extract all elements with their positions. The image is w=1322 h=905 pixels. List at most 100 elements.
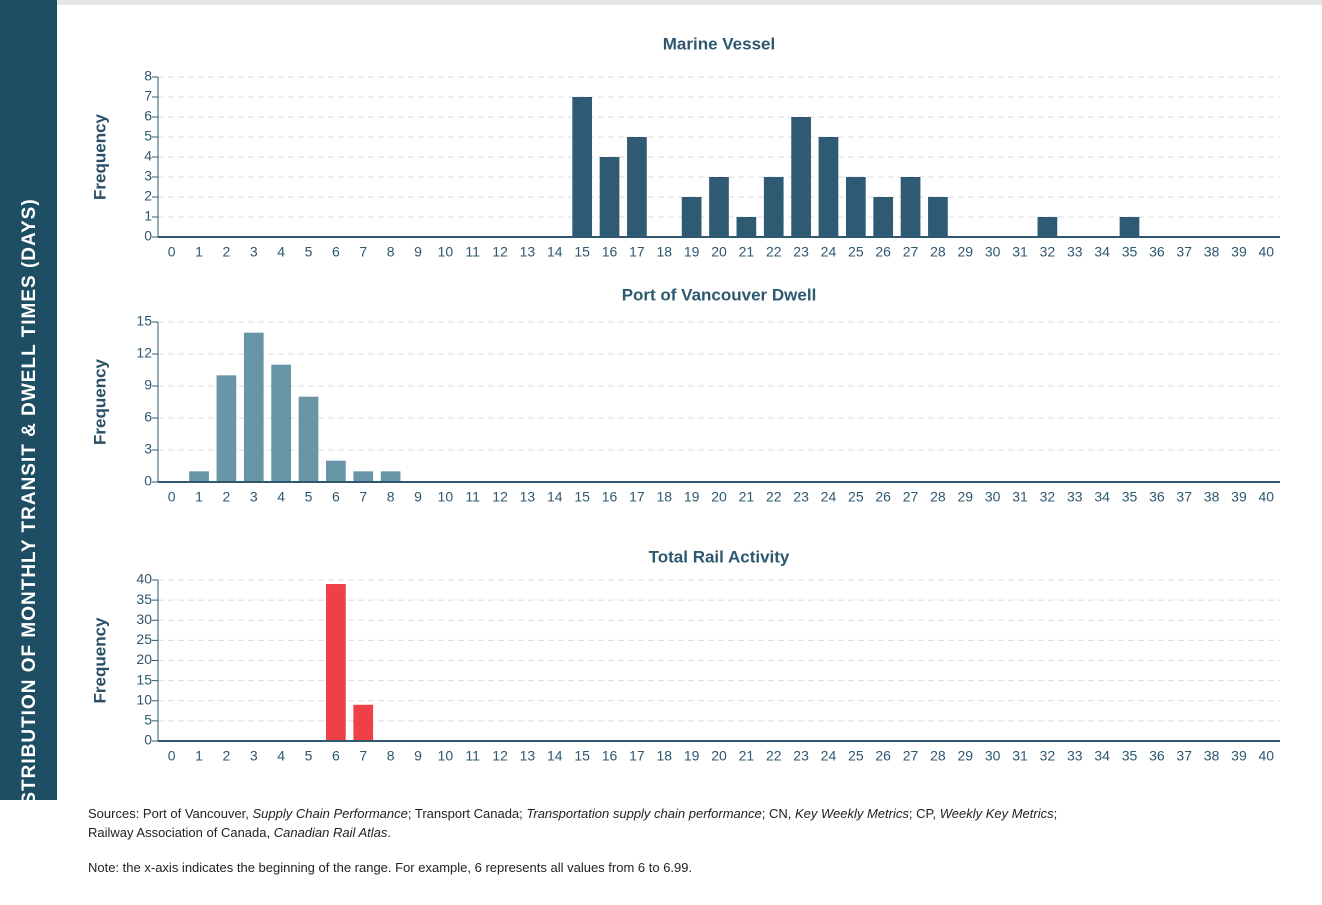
bar	[326, 460, 346, 482]
x-tick-label: 4	[277, 244, 285, 260]
x-tick-label: 9	[414, 244, 422, 260]
bar	[243, 332, 264, 482]
x-tick-label: 23	[793, 489, 809, 505]
source-text: ; Transport Canada;	[407, 806, 527, 821]
x-tick-label: 37	[1176, 748, 1192, 764]
x-tick-label: 27	[903, 489, 919, 505]
x-tick-label: 31	[1012, 489, 1028, 505]
source-text: Sources: Port of Vancouver,	[88, 806, 253, 821]
x-tick-label: 2	[223, 748, 231, 764]
x-tick-label: 27	[903, 244, 919, 260]
x-tick-label: 18	[656, 748, 672, 764]
source-line: Railway Association of Canada, Canadian …	[88, 823, 1057, 842]
x-tick-label: 5	[305, 748, 313, 764]
bar	[791, 117, 811, 237]
y-tick-label: 6	[144, 108, 152, 124]
y-tick-label: 15	[136, 671, 152, 687]
bar	[271, 364, 291, 482]
x-tick-label: 16	[602, 748, 618, 764]
bar	[353, 471, 374, 482]
x-tick-label: 2	[223, 244, 231, 260]
x-tick-label: 20	[711, 489, 727, 505]
x-tick-label: 19	[684, 244, 700, 260]
x-tick-label: 0	[168, 244, 176, 260]
x-tick-label: 10	[438, 489, 454, 505]
x-tick-label: 0	[168, 489, 176, 505]
y-tick-label: 0	[144, 228, 152, 244]
x-tick-label: 13	[520, 489, 536, 505]
source-text: Key Weekly Metrics	[794, 806, 909, 821]
bar	[380, 471, 401, 482]
x-tick-label: 8	[387, 489, 395, 505]
source-text: ; CN,	[761, 806, 795, 821]
x-tick-label: 7	[359, 489, 367, 505]
x-tick-label: 24	[821, 489, 837, 505]
bar	[572, 97, 593, 237]
x-tick-label: 39	[1231, 489, 1247, 505]
x-tick-label: 33	[1067, 244, 1083, 260]
y-tick-label: 3	[144, 168, 152, 184]
x-tick-label: 19	[684, 489, 700, 505]
x-tick-label: 22	[766, 748, 782, 764]
bar	[216, 375, 237, 482]
x-tick-label: 20	[711, 748, 727, 764]
x-tick-label: 19	[684, 748, 700, 764]
source-line: Sources: Port of Vancouver, Supply Chain…	[88, 804, 1057, 823]
x-tick-label: 28	[930, 748, 946, 764]
chart-title: Total Rail Activity	[649, 547, 790, 566]
x-tick-label: 12	[492, 489, 508, 505]
x-tick-label: 10	[438, 748, 454, 764]
x-tick-label: 33	[1067, 748, 1083, 764]
bar	[1119, 217, 1140, 237]
x-tick-label: 31	[1012, 748, 1028, 764]
y-tick-label: 15	[136, 313, 152, 329]
source-text: Supply Chain Performance	[252, 806, 408, 821]
bar	[298, 396, 319, 482]
bar	[1037, 217, 1058, 237]
bar	[873, 197, 894, 237]
note: Note: the x-axis indicates the beginning…	[88, 860, 693, 875]
x-tick-label: 39	[1231, 748, 1247, 764]
bar	[353, 704, 374, 741]
x-tick-label: 11	[465, 748, 480, 764]
source-text: Weekly Key Metrics	[939, 806, 1054, 821]
x-tick-label: 25	[848, 489, 864, 505]
x-tick-label: 17	[629, 489, 645, 505]
x-tick-label: 13	[520, 748, 536, 764]
x-tick-label: 34	[1094, 489, 1110, 505]
y-tick-label: 40	[136, 571, 152, 587]
x-tick-label: 28	[930, 244, 946, 260]
x-tick-label: 27	[903, 748, 919, 764]
x-tick-label: 3	[250, 244, 258, 260]
bar	[900, 177, 921, 237]
y-tick-label: 35	[136, 591, 152, 607]
source-text: .	[387, 825, 392, 840]
x-tick-label: 25	[848, 244, 864, 260]
x-tick-label: 13	[520, 244, 536, 260]
x-tick-label: 8	[387, 748, 395, 764]
x-tick-label: 24	[821, 244, 837, 260]
x-tick-label: 39	[1231, 244, 1247, 260]
x-tick-label: 4	[277, 748, 285, 764]
x-tick-label: 12	[492, 748, 508, 764]
x-tick-label: 35	[1122, 489, 1138, 505]
y-tick-label: 3	[144, 441, 152, 457]
x-tick-label: 26	[875, 748, 891, 764]
x-tick-label: 4	[277, 489, 285, 505]
y-tick-label: 1	[144, 208, 152, 224]
bar	[599, 157, 620, 237]
charts: DISTRIBUTION OF MONTHLY TRANSIT & DWELL …	[0, 0, 1322, 800]
x-tick-label: 29	[958, 489, 974, 505]
x-tick-label: 6	[332, 244, 340, 260]
source-text: Railway Association of Canada,	[88, 825, 274, 840]
source-text: Canadian Rail Atlas	[273, 825, 388, 840]
source-text: ;	[1053, 806, 1058, 821]
x-tick-label: 7	[359, 244, 367, 260]
bar	[818, 137, 839, 237]
x-tick-label: 15	[574, 244, 590, 260]
x-tick-label: 34	[1094, 748, 1110, 764]
x-tick-label: 12	[492, 244, 508, 260]
x-tick-label: 2	[223, 489, 231, 505]
x-tick-label: 35	[1122, 748, 1138, 764]
